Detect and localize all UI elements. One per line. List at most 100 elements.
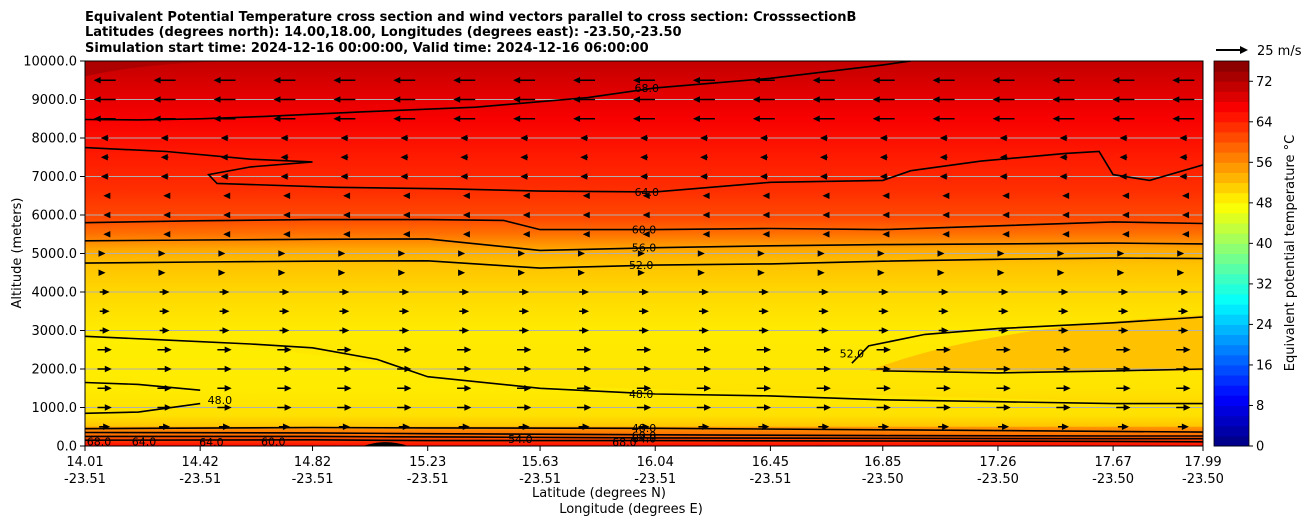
wind-vector (998, 288, 1009, 296)
wind-vector-head (103, 211, 111, 219)
wind-vector-head (1059, 173, 1067, 180)
wind-vector (878, 327, 889, 334)
y-tick-label: 3000.0 (32, 324, 78, 339)
colorbar-band (1214, 111, 1249, 123)
wind-vector-head (404, 385, 412, 392)
wind-vector (98, 269, 106, 276)
wind-vector (219, 327, 230, 334)
top-warm-corner (85, 61, 336, 77)
wind-vector (1058, 288, 1069, 296)
wind-vector-head (522, 192, 530, 199)
contour-label: 60.0 (632, 224, 657, 237)
wind-vector (936, 346, 951, 353)
wind-vector-head (223, 231, 231, 238)
wind-vector-head (701, 288, 709, 296)
wind-vector (1176, 385, 1191, 392)
wind-vector-head (163, 231, 171, 238)
wind-vector-head (700, 134, 708, 142)
x-tick-label-lon: -23.51 (749, 472, 791, 487)
wind-vector (1002, 211, 1010, 219)
wind-vector (692, 115, 715, 122)
wind-vector-head (992, 115, 1000, 122)
wind-vector-head (1063, 385, 1071, 392)
colorbar-band (1214, 294, 1249, 305)
wind-vector-head (992, 96, 1000, 103)
wind-vector-head (881, 308, 889, 315)
wind-vector-head (1123, 404, 1131, 411)
wind-vector (1119, 154, 1128, 161)
wind-vector (160, 134, 169, 142)
contour-line-60 (85, 218, 1203, 231)
wind-vector-head (641, 327, 649, 334)
colorbar-band (1214, 324, 1249, 336)
wind-vector (996, 404, 1011, 411)
wind-vector (159, 327, 170, 334)
wind-vector-head (1121, 308, 1129, 315)
wind-vector-head (398, 250, 406, 257)
wind-vector-head (941, 288, 949, 296)
wind-vector (279, 308, 290, 315)
wind-vector (398, 250, 406, 257)
colorbar-band (1214, 71, 1249, 82)
wind-vector (700, 173, 708, 180)
wind-vector-head (584, 346, 592, 353)
wind-vector (1062, 211, 1070, 219)
wind-vector (872, 115, 895, 122)
wind-vector-head (223, 211, 231, 219)
wind-vector-head (162, 288, 170, 296)
wind-vector-head (462, 327, 470, 334)
contour-label: 56.0 (632, 242, 657, 255)
wind-vector-head (1002, 211, 1010, 219)
wind-vector (273, 96, 296, 103)
wind-vector-head (273, 77, 281, 84)
contour-lines (85, 61, 1203, 443)
wind-vector-head (1059, 154, 1067, 161)
colorbar-band (1214, 263, 1249, 275)
wind-vector (1056, 404, 1071, 411)
wind-vector (1116, 385, 1131, 392)
wind-vector-head (752, 115, 760, 122)
wind-vector (159, 308, 170, 315)
wind-vector-head (701, 327, 709, 334)
wind-vector (818, 288, 829, 296)
x-axis-label-longitude: Longitude (degrees E) (559, 502, 703, 517)
wind-vector-head (692, 115, 700, 122)
x-tick-label-lon: -23.51 (519, 472, 561, 487)
wind-vector (877, 269, 885, 276)
wind-vector-head (883, 385, 891, 392)
wind-vector-head (522, 327, 530, 334)
wind-vector-head (757, 269, 765, 276)
wind-vector-head (1003, 346, 1011, 353)
wind-vector-head (402, 192, 410, 199)
colorbar-band (1214, 405, 1249, 417)
wind-vector (159, 288, 170, 296)
wind-vector-head (644, 404, 652, 411)
wind-vector-head (941, 327, 949, 334)
wind-vector-head (163, 192, 171, 199)
colorbar-band (1214, 273, 1249, 285)
wind-vector (280, 134, 289, 142)
wind-vector-head (1057, 269, 1065, 276)
wind-vector-head (102, 288, 110, 296)
wind-vector (157, 346, 172, 353)
wind-vector (333, 96, 356, 103)
wind-vector-head (333, 77, 341, 84)
wind-vector-head (637, 250, 645, 257)
terrain-bump (363, 442, 409, 446)
wind-vector (1052, 96, 1075, 103)
wind-vector-head (642, 231, 650, 238)
colorbar-tick-label: 48 (1256, 196, 1273, 211)
wind-vector-head (633, 96, 640, 103)
wind-vector (1112, 115, 1135, 122)
wind-vector-head (220, 134, 228, 142)
wind-vector-head (879, 173, 887, 180)
wind-vector (936, 365, 951, 373)
colorbar-tick-label: 56 (1256, 156, 1273, 171)
warm-pocket (868, 315, 1203, 371)
wind-vector (400, 154, 409, 161)
wind-vector (337, 404, 352, 411)
wind-vector (393, 96, 416, 103)
wind-vector-head (1003, 385, 1011, 392)
wind-vector-head (522, 308, 530, 315)
wind-vector (576, 404, 592, 411)
